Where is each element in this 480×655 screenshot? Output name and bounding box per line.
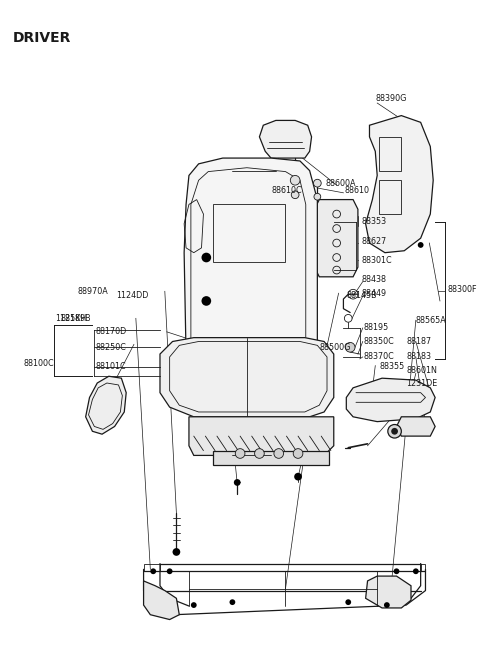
Text: 1231DE: 1231DE xyxy=(406,379,437,388)
Text: 88565A: 88565A xyxy=(416,316,446,325)
Text: 88300F: 88300F xyxy=(448,285,477,294)
Circle shape xyxy=(202,253,211,263)
Polygon shape xyxy=(396,417,435,436)
Circle shape xyxy=(418,242,423,248)
Text: 88250C: 88250C xyxy=(96,343,126,352)
Circle shape xyxy=(234,479,240,486)
Text: 88170D: 88170D xyxy=(96,328,127,337)
Polygon shape xyxy=(144,581,180,620)
Polygon shape xyxy=(189,417,334,455)
Text: 88370C: 88370C xyxy=(364,352,395,362)
Circle shape xyxy=(254,449,264,458)
Text: 88100C: 88100C xyxy=(24,359,55,368)
Text: 88301C: 88301C xyxy=(362,256,392,265)
Circle shape xyxy=(394,569,399,574)
Circle shape xyxy=(291,191,299,198)
Text: 88183: 88183 xyxy=(406,352,431,362)
Circle shape xyxy=(345,599,351,605)
Text: 88355: 88355 xyxy=(379,362,404,371)
Circle shape xyxy=(235,449,245,458)
Text: 88350C: 88350C xyxy=(364,337,395,346)
Text: 88145B: 88145B xyxy=(346,291,377,299)
Circle shape xyxy=(150,569,156,574)
Polygon shape xyxy=(160,337,334,417)
Circle shape xyxy=(384,602,390,608)
Text: 88449: 88449 xyxy=(362,289,387,298)
Circle shape xyxy=(172,548,180,556)
Text: 88627: 88627 xyxy=(362,236,387,246)
Circle shape xyxy=(391,428,398,435)
Polygon shape xyxy=(346,378,435,422)
Circle shape xyxy=(314,193,321,200)
Text: 88189B: 88189B xyxy=(60,314,91,323)
Polygon shape xyxy=(259,121,312,158)
Text: 88970A: 88970A xyxy=(78,287,108,296)
Circle shape xyxy=(290,176,300,185)
Text: 88610: 88610 xyxy=(344,187,370,195)
Circle shape xyxy=(229,599,235,605)
Polygon shape xyxy=(184,158,317,373)
Circle shape xyxy=(167,569,172,574)
Text: DRIVER: DRIVER xyxy=(12,31,71,45)
Circle shape xyxy=(345,343,355,352)
Text: 88101C: 88101C xyxy=(96,362,126,371)
Text: 88600A: 88600A xyxy=(325,179,356,188)
Text: 88195: 88195 xyxy=(364,324,389,333)
Circle shape xyxy=(293,449,303,458)
Text: 88601N: 88601N xyxy=(406,366,437,375)
Polygon shape xyxy=(85,376,126,434)
Text: 1124DD: 1124DD xyxy=(117,291,149,299)
Polygon shape xyxy=(366,576,411,608)
Text: 88500G: 88500G xyxy=(319,343,351,352)
Circle shape xyxy=(294,473,302,481)
Polygon shape xyxy=(213,451,329,465)
Text: 88610C: 88610C xyxy=(271,187,301,195)
Polygon shape xyxy=(366,115,433,253)
Circle shape xyxy=(313,179,321,187)
Circle shape xyxy=(388,424,401,438)
Circle shape xyxy=(274,449,284,458)
Text: 88438: 88438 xyxy=(362,275,387,284)
Circle shape xyxy=(413,569,419,574)
Text: 88390G: 88390G xyxy=(375,94,407,103)
Text: 1125KH: 1125KH xyxy=(55,314,86,323)
Circle shape xyxy=(202,296,211,306)
Text: 88353: 88353 xyxy=(362,217,387,226)
Polygon shape xyxy=(314,200,358,277)
Text: 88187: 88187 xyxy=(406,337,432,346)
Circle shape xyxy=(191,602,197,608)
